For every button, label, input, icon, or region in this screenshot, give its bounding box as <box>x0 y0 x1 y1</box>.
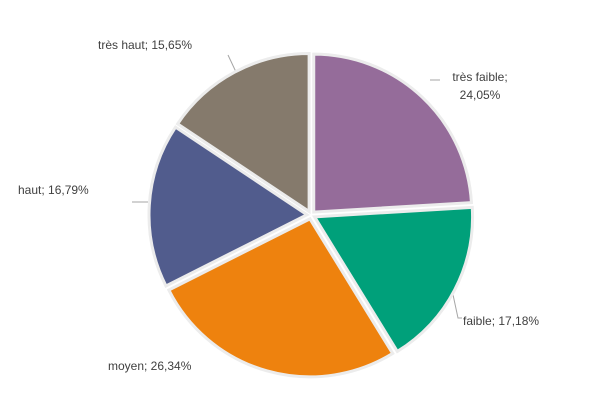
leader-line <box>451 289 462 319</box>
pie-slice <box>311 205 475 354</box>
data-label: moyen; 26,34% <box>108 359 192 373</box>
leader-line <box>227 54 237 73</box>
data-label: faible; 17,18% <box>463 314 540 328</box>
pie-slice <box>147 125 310 288</box>
data-label: haut; 16,79% <box>18 183 89 197</box>
data-label: très haut; 15,65% <box>98 38 193 52</box>
data-label: très faible; 24,05% <box>452 70 508 102</box>
pie-slice <box>166 216 395 379</box>
pie-slice <box>312 52 474 214</box>
pie-slice <box>175 51 311 215</box>
